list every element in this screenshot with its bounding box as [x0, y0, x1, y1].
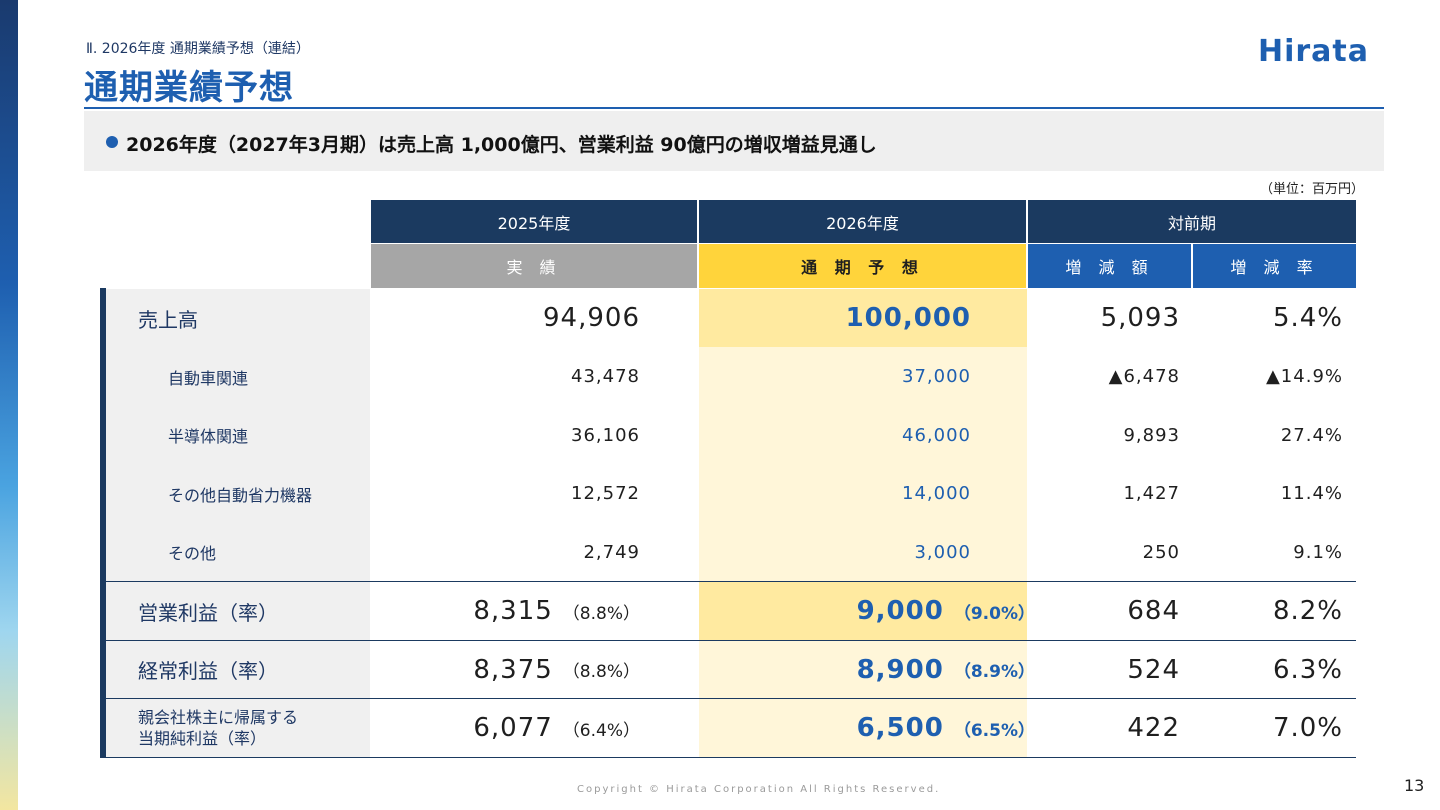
change-amount: ▲6,478: [1108, 366, 1180, 387]
unit-label: （単位：百万円）: [1260, 182, 1365, 197]
forecast-value: 6,500 （6.5%）: [856, 713, 1035, 743]
change-amount: 9,893: [1123, 424, 1180, 446]
forecast-value: 14,000: [902, 483, 971, 504]
row-divider: [106, 640, 1356, 641]
change-amount: 524: [1127, 654, 1180, 685]
actual-value: 8,315 （8.8%）: [473, 596, 640, 626]
forecast-value: 37,000: [902, 366, 971, 387]
table-left-accent: [100, 288, 106, 758]
change-amount: 684: [1127, 596, 1180, 626]
change-amount: 422: [1127, 713, 1180, 743]
forecast-value: 9,000 （9.0%）: [856, 596, 1035, 626]
change-amount: 5,093: [1100, 303, 1180, 333]
page-number: 13: [1404, 776, 1425, 795]
actual-value: 94,906: [543, 303, 640, 333]
forecast-value: 100,000: [845, 303, 971, 333]
table-row-sales: 売上高 94,906 100,000 5,093 5.4%: [106, 289, 1356, 347]
table-row-segment-semiconductor: 半導体関連 36,106 46,000 9,893 27.4%: [106, 406, 1356, 464]
col-actual: 実 績: [371, 244, 697, 288]
hirata-logo: Hirata: [1258, 34, 1370, 69]
title-divider: [84, 107, 1384, 109]
actual-value: 43,478: [571, 366, 640, 387]
table-row-segment-automotive: 自動車関連 43,478 37,000 ▲6,478 ▲14.9%: [106, 347, 1356, 406]
bullet-icon: [106, 136, 118, 148]
side-gradient-bar: [0, 0, 18, 810]
actual-value: 12,572: [571, 483, 640, 504]
page-title: 通期業績予想: [84, 68, 294, 108]
change-rate: ▲14.9%: [1265, 366, 1343, 387]
change-rate: 27.4%: [1280, 424, 1343, 446]
copyright-text: Copyright © Hirata Corporation All Right…: [577, 784, 941, 795]
forecast-value: 8,900 （8.9%）: [856, 654, 1035, 685]
summary-banner: 2026年度（2027年3月期）は売上高 1,000億円、営業利益 90億円の増…: [84, 111, 1384, 171]
actual-value: 36,106: [571, 424, 640, 446]
col-change-amount: 増 減 額: [1028, 244, 1191, 288]
col-group-2025: 2025年度: [371, 200, 697, 243]
col-change-rate: 増 減 率: [1193, 244, 1356, 288]
change-rate: 7.0%: [1272, 713, 1343, 743]
col-forecast: 通 期 予 想: [699, 244, 1026, 288]
section-label: Ⅱ. 2026年度 通期業績予想（連結）: [86, 41, 310, 57]
row-divider: [106, 581, 1356, 582]
actual-value: 2,749: [583, 541, 640, 563]
change-rate: 8.2%: [1272, 596, 1343, 626]
forecast-value: 3,000: [914, 541, 971, 563]
row-label: 半導体関連: [168, 427, 249, 446]
row-label: その他自動省力機器: [168, 485, 313, 505]
change-amount: 250: [1142, 541, 1180, 563]
change-amount: 1,427: [1123, 483, 1180, 504]
row-divider: [106, 698, 1356, 699]
table-row-segment-other: その他 2,749 3,000 250 9.1%: [106, 523, 1356, 581]
row-divider: [106, 757, 1356, 758]
table-row-ordinary-profit: 経常利益（率） 8,375 （8.8%） 8,900 （8.9%） 524 6.3%: [106, 641, 1356, 698]
summary-text: 2026年度（2027年3月期）は売上高 1,000億円、営業利益 90億円の増…: [126, 134, 877, 156]
change-rate: 5.4%: [1272, 303, 1343, 333]
change-rate: 6.3%: [1272, 654, 1343, 685]
actual-value: 6,077 （6.4%）: [473, 713, 640, 743]
row-label: その他: [168, 544, 217, 563]
actual-value: 8,375 （8.8%）: [473, 654, 640, 685]
row-label: 親会社株主に帰属する 当期純利益（率）: [138, 708, 299, 748]
col-group-yoy: 対前期: [1028, 200, 1356, 243]
change-rate: 11.4%: [1280, 483, 1343, 504]
forecast-value: 46,000: [902, 424, 971, 446]
table-row-segment-other-automation: その他自動省力機器 12,572 14,000 1,427 11.4%: [106, 464, 1356, 523]
row-label: 自動車関連: [168, 368, 249, 388]
row-label: 経常利益（率）: [138, 659, 278, 683]
change-rate: 9.1%: [1293, 541, 1343, 563]
table-row-operating-profit: 営業利益（率） 8,315 （8.8%） 9,000 （9.0%） 684 8.2%: [106, 582, 1356, 640]
row-label: 営業利益（率）: [138, 600, 278, 625]
table-row-net-income: 親会社株主に帰属する 当期純利益（率） 6,077 （6.4%） 6,500 （6.…: [106, 699, 1356, 757]
row-label: 売上高: [138, 307, 198, 332]
col-group-2026: 2026年度: [699, 200, 1026, 243]
